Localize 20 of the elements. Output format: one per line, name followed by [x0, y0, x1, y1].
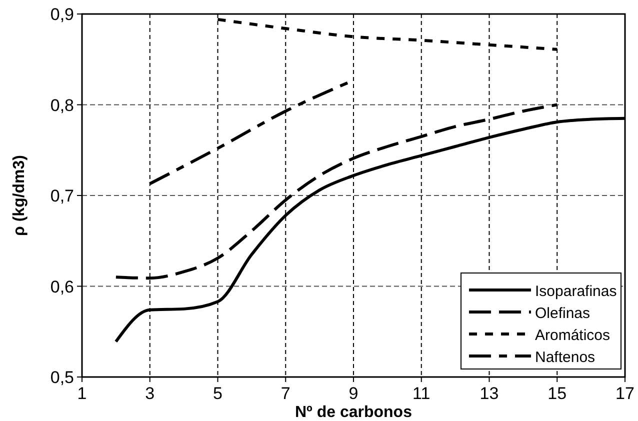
- legend-label: Aromáticos: [535, 327, 610, 344]
- y-tick-label: 0,5: [50, 368, 74, 387]
- x-tick-label: 7: [280, 384, 290, 403]
- legend-label: Olefinas: [535, 305, 590, 322]
- x-axis-title: Nº de carbonos: [295, 404, 412, 421]
- y-tick-label: 0,6: [50, 277, 74, 296]
- y-tick-label: 0,9: [50, 5, 74, 24]
- x-tick-label: 13: [480, 384, 499, 403]
- legend-label: Isoparafinas: [535, 283, 617, 300]
- x-tick-label: 11: [412, 384, 430, 403]
- legend-label: Naftenos: [535, 349, 596, 366]
- x-tick-label: 15: [548, 384, 567, 403]
- x-tick-label: 1: [77, 384, 87, 403]
- y-tick-label: 0,8: [50, 96, 74, 115]
- x-tick-label: 17: [616, 384, 634, 403]
- x-tick-label: 3: [145, 384, 155, 403]
- x-tick-label: 9: [348, 384, 358, 403]
- y-axis-title: ρ (kg/dm3): [11, 154, 28, 236]
- x-tick-label: 5: [213, 384, 222, 403]
- y-tick-label: 0,7: [50, 186, 74, 206]
